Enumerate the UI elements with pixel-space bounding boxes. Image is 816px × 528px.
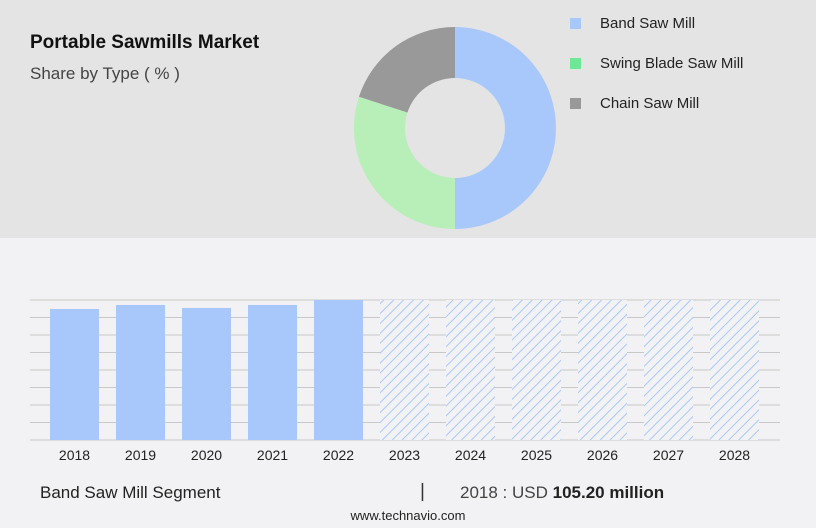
bar-2021	[248, 304, 297, 440]
forecast-bar-2025	[512, 300, 561, 440]
bar-chart: 2018 2019 2020 2021 2022 2023 2024 2025 2026 2027…	[30, 299, 780, 463]
chart-title: Portable Sawmills Market	[30, 32, 260, 53]
x-tick-label: 2028	[719, 447, 750, 463]
donut-slice-chain-saw-mill	[358, 27, 455, 113]
legend-item: Band Saw Mill	[570, 15, 695, 32]
forecast-bar-2024	[446, 300, 495, 440]
x-tick-label: 2026	[587, 447, 618, 463]
x-tick-label: 2024	[455, 447, 486, 463]
donut-slice-swing-blade-saw-mill	[353, 96, 455, 230]
forecast-bar-2028	[710, 300, 759, 440]
separator: |	[420, 481, 425, 502]
segment-label: Band Saw Mill Segment	[40, 483, 221, 502]
donut-slice-band-saw-mill	[455, 27, 556, 229]
x-tick-label: 2027	[653, 447, 684, 463]
bar-2022	[314, 300, 363, 440]
x-tick-label: 2023	[389, 447, 420, 463]
x-tick-label: 2019	[125, 447, 156, 463]
legend-swatch	[570, 98, 581, 109]
website-link[interactable]: www.technavio.com	[350, 508, 466, 523]
bar-2018	[50, 308, 99, 440]
legend-item: Chain Saw Mill	[570, 95, 699, 112]
bar-2019	[116, 304, 165, 440]
x-tick-label: 2018	[59, 447, 90, 463]
legend-label: Chain Saw Mill	[600, 95, 700, 112]
chart-subtitle: Share by Type ( % )	[30, 64, 180, 83]
value-label: 105.20 million	[552, 483, 665, 502]
x-tick-label: 2022	[323, 447, 354, 463]
legend-label: Band Saw Mill	[600, 15, 696, 32]
forecast-bar-2027	[644, 300, 693, 440]
legend-label: Swing Blade Saw Mill	[600, 55, 744, 72]
bar-2020	[182, 307, 231, 440]
legend-swatch	[570, 58, 581, 69]
year-label: 2018 : USD	[460, 483, 553, 502]
forecast-bar-2023	[380, 300, 429, 440]
legend-swatch	[570, 18, 581, 29]
donut-chart	[353, 27, 556, 230]
x-tick-label: 2021	[257, 447, 288, 463]
x-tick-label: 2025	[521, 447, 552, 463]
legend-item: Swing Blade Saw Mill	[570, 55, 743, 72]
segment-value: 2018 : USD 105.20 million	[460, 483, 664, 503]
forecast-bar-2026	[578, 300, 627, 440]
x-tick-label: 2020	[191, 447, 222, 463]
